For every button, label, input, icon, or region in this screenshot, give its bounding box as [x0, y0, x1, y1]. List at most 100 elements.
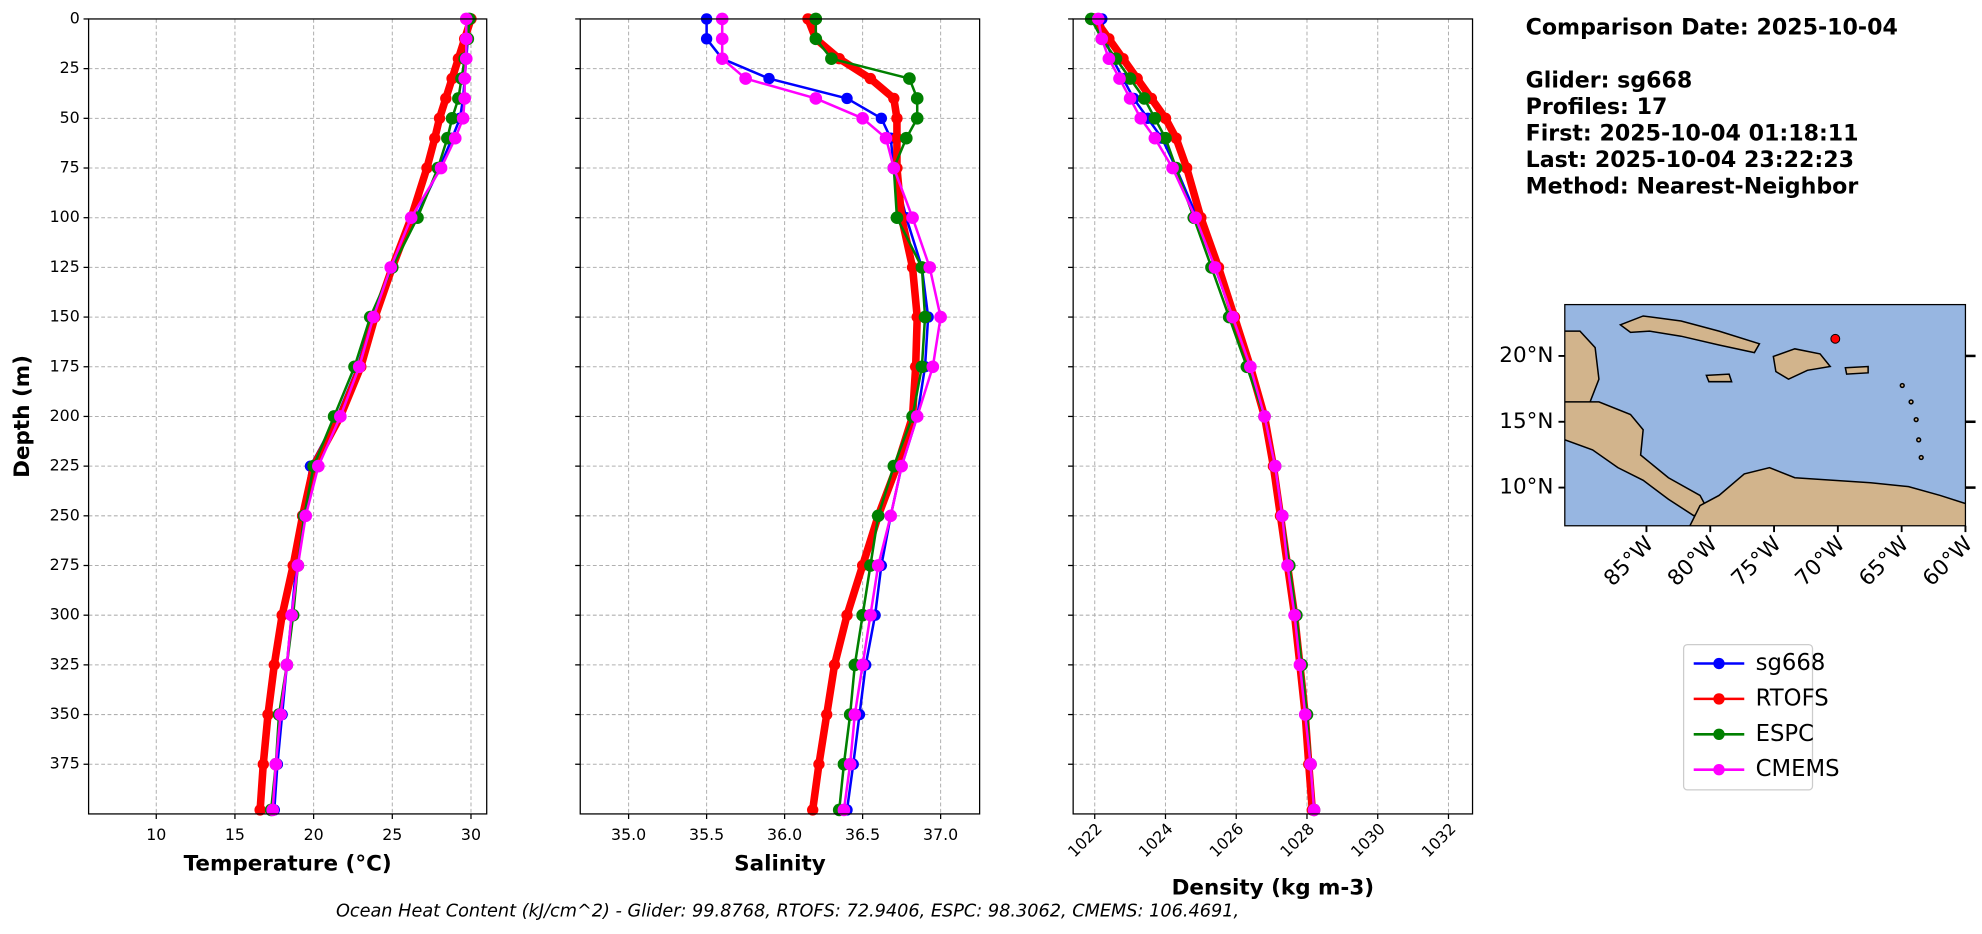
- info-line: Profiles: 17: [1526, 94, 1668, 120]
- x-tick-label: 65°W: [1854, 532, 1914, 592]
- x-tick-label: 35.5: [689, 825, 724, 844]
- x-tick-label: 60°W: [1918, 532, 1978, 592]
- series-marker: [458, 72, 472, 85]
- series-marker: [280, 658, 294, 672]
- series-marker: [384, 261, 398, 274]
- series-marker: [934, 310, 947, 324]
- series-marker: [1123, 72, 1137, 85]
- y-tick-label: 10°N: [1499, 475, 1553, 500]
- series-marker: [700, 33, 713, 45]
- series-marker: [1137, 92, 1151, 105]
- series-marker: [906, 261, 919, 274]
- y-tick-label: 75: [60, 158, 80, 177]
- series-marker: [1298, 708, 1312, 721]
- series-marker: [458, 92, 472, 105]
- series-marker: [825, 52, 838, 66]
- series-marker: [445, 112, 459, 125]
- series-marker: [1102, 52, 1116, 66]
- legend-label: sg668: [1756, 650, 1826, 676]
- series-marker: [899, 131, 913, 145]
- series-marker: [715, 52, 729, 66]
- series-marker: [276, 609, 288, 621]
- series-marker: [915, 360, 929, 374]
- y-tick-label: 0: [70, 8, 80, 27]
- y-tick-label: 125: [50, 257, 80, 276]
- series-marker: [299, 509, 313, 523]
- series-marker: [821, 708, 833, 721]
- series-marker: [864, 608, 877, 622]
- series-marker: [1268, 459, 1282, 473]
- series-marker: [856, 658, 869, 672]
- series-line: [1090, 18, 1316, 811]
- x-tick-label: 10: [146, 825, 166, 844]
- series-marker: [1189, 211, 1202, 225]
- map-frame: [1564, 303, 1967, 527]
- x-tick-label: 1022: [1064, 819, 1106, 861]
- legend-marker: [1713, 728, 1725, 740]
- series-marker: [1095, 32, 1109, 46]
- series-marker: [1288, 608, 1301, 622]
- y-tick-label: 300: [50, 605, 80, 624]
- series-marker: [841, 92, 853, 105]
- y-tick-label: 50: [60, 108, 80, 127]
- x-tick-label: 35.0: [611, 825, 646, 844]
- series-line: [1097, 18, 1316, 811]
- legend: [1682, 643, 1814, 791]
- series-marker: [285, 608, 298, 622]
- info-line: Glider: sg668: [1526, 67, 1693, 93]
- series-marker: [848, 708, 862, 721]
- series-marker: [864, 72, 877, 85]
- y-tick-label: 250: [50, 505, 80, 524]
- series-marker: [269, 757, 283, 771]
- series-marker: [291, 559, 305, 572]
- legend-label: ESPC: [1756, 721, 1814, 747]
- series-marker: [910, 112, 924, 125]
- series-marker: [1258, 410, 1271, 423]
- series-marker: [895, 459, 908, 473]
- series-marker: [1148, 131, 1162, 145]
- series-marker: [891, 112, 903, 125]
- y-tick-label: 375: [50, 754, 80, 773]
- series-marker: [434, 161, 448, 175]
- series-marker: [841, 609, 853, 621]
- series-marker: [1123, 92, 1137, 105]
- series-marker: [440, 92, 452, 105]
- series-marker: [887, 161, 901, 175]
- series-marker: [446, 72, 458, 85]
- series-line: [1100, 18, 1316, 811]
- series-marker: [843, 757, 857, 771]
- x-tick-label: 36.5: [845, 825, 880, 844]
- series-marker: [1148, 112, 1162, 125]
- x-tick-label: 75°W: [1727, 532, 1787, 592]
- series-marker: [1181, 162, 1193, 174]
- footer: Ocean Heat Content (kJ/cm^2) - Glider: 9…: [336, 901, 1239, 921]
- x-axis-label: Salinity: [734, 851, 826, 876]
- series-marker: [1281, 559, 1294, 572]
- series-marker: [903, 72, 916, 85]
- y-tick-label: 15°N: [1499, 409, 1553, 434]
- y-tick-label: 25: [60, 58, 80, 77]
- series-marker: [837, 803, 851, 817]
- series-marker: [807, 804, 819, 816]
- series-marker: [871, 509, 885, 523]
- series-marker: [715, 32, 729, 46]
- series-marker: [926, 360, 940, 374]
- series-marker: [1293, 658, 1307, 672]
- x-tick-label: 1030: [1347, 819, 1389, 861]
- series-marker: [421, 162, 433, 174]
- series-marker: [809, 92, 823, 105]
- x-tick-label: 1028: [1276, 819, 1318, 861]
- axes-frame: [87, 18, 488, 815]
- x-tick-label: 70°W: [1791, 532, 1851, 592]
- series-marker: [739, 72, 752, 85]
- axes-frame: [1072, 18, 1474, 815]
- legend-label: RTOFS: [1756, 685, 1829, 711]
- series-marker: [763, 72, 775, 85]
- y-tick-label: 100: [50, 207, 80, 226]
- series-marker: [918, 310, 932, 324]
- map: [1564, 303, 1967, 527]
- series-marker: [448, 131, 462, 145]
- series-marker: [1134, 112, 1148, 125]
- y-tick-label: 225: [50, 456, 80, 475]
